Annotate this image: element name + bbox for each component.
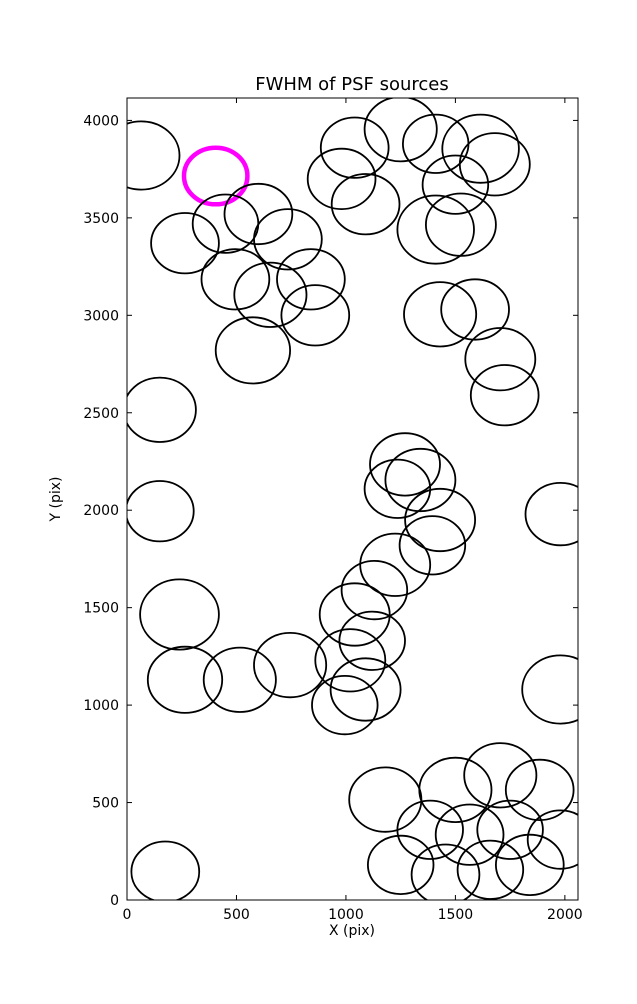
psf-sources-group — [127, 98, 578, 900]
psf-source-circle — [363, 458, 432, 519]
x-tick-label: 2000 — [547, 907, 583, 923]
y-tick-label: 2000 — [83, 503, 119, 519]
psf-source-circle — [494, 833, 565, 897]
psf-source-circle — [223, 182, 294, 246]
y-axis-label: Y (pix) — [48, 477, 64, 523]
psf-source-circle — [338, 610, 406, 671]
y-tick-label: 3000 — [83, 308, 119, 324]
x-tick-label: 0 — [123, 907, 132, 923]
psf-source-circle — [458, 132, 531, 197]
psf-source-circle — [521, 654, 578, 725]
psf-source-circle — [398, 515, 467, 576]
psf-source-circle — [150, 212, 220, 275]
x-tick-label: 1500 — [438, 907, 474, 923]
psf-source-circle — [403, 281, 478, 348]
tick-labels: 0 500 1000 1500 2000 0 500 1000 1500 2000 2500 3000… — [83, 113, 582, 923]
psf-source-circle — [440, 278, 510, 341]
psf-source-circle — [434, 803, 505, 866]
axis-ticks — [126, 98, 578, 901]
psf-source-circle — [318, 582, 391, 647]
psf-source-circle-highlight — [181, 145, 250, 207]
psf-source-circle — [421, 154, 490, 215]
psf-source-circle — [359, 532, 432, 597]
x-tick-label: 1000 — [328, 907, 364, 923]
y-tick-label: 0 — [110, 893, 119, 909]
psf-source-circle — [424, 192, 497, 257]
psf-source-circle — [469, 364, 540, 427]
y-tick-label: 1000 — [83, 698, 119, 714]
psf-source-circle — [526, 809, 578, 870]
psf-source-circle — [441, 113, 520, 184]
psf-source-circle — [464, 327, 537, 392]
psf-source-circle — [367, 834, 435, 896]
psf-source-circle — [139, 578, 220, 651]
psf-source-circle — [253, 208, 323, 271]
psf-source-circle — [200, 248, 271, 311]
psf-source-circle — [127, 376, 197, 443]
psf-source-circle — [202, 646, 277, 713]
psf-source-circle — [280, 284, 351, 347]
psf-source-circle — [214, 316, 291, 385]
psf-source-circle — [330, 173, 401, 236]
psf-source-circle — [396, 194, 475, 265]
y-tick-label: 2500 — [83, 406, 119, 422]
psf-source-circle — [369, 432, 441, 497]
psf-source-circle — [384, 447, 457, 513]
psf-source-circle — [127, 120, 181, 191]
psf-source-circle — [146, 645, 224, 714]
plot-title: FWHM of PSF sources — [255, 74, 449, 95]
psf-source-circle — [463, 742, 538, 809]
x-axis-label: X (pix) — [329, 923, 375, 939]
psf-source-circle — [396, 799, 464, 860]
psf-source-circle — [404, 487, 477, 553]
psf-source-circle — [233, 261, 308, 328]
psf-source-circle — [311, 674, 379, 736]
psf-source-circle — [319, 116, 390, 179]
y-tick-label: 1500 — [83, 601, 119, 617]
psf-source-circle — [127, 480, 195, 543]
psf-source-circle — [418, 756, 493, 824]
psf-source-circle — [504, 758, 575, 822]
psf-source-circle — [306, 147, 377, 210]
psf-source-circle — [456, 839, 525, 900]
x-tick-label: 500 — [223, 907, 250, 923]
psf-source-circle — [340, 559, 409, 621]
plot-frame — [126, 97, 579, 901]
psf-source-circle — [130, 840, 201, 900]
y-tick-label: 500 — [92, 796, 119, 812]
psf-source-circle — [329, 657, 402, 722]
psf-source-circle — [314, 628, 387, 693]
psf-source-circle — [476, 799, 544, 860]
psf-source-circle — [253, 631, 328, 699]
psf-source-circle — [276, 248, 346, 311]
y-tick-label: 4000 — [83, 113, 119, 129]
psf-source-circle — [363, 98, 438, 163]
psf-source-circle — [410, 843, 481, 900]
psf-source-circle — [524, 482, 578, 547]
y-tick-label: 3500 — [83, 211, 119, 227]
